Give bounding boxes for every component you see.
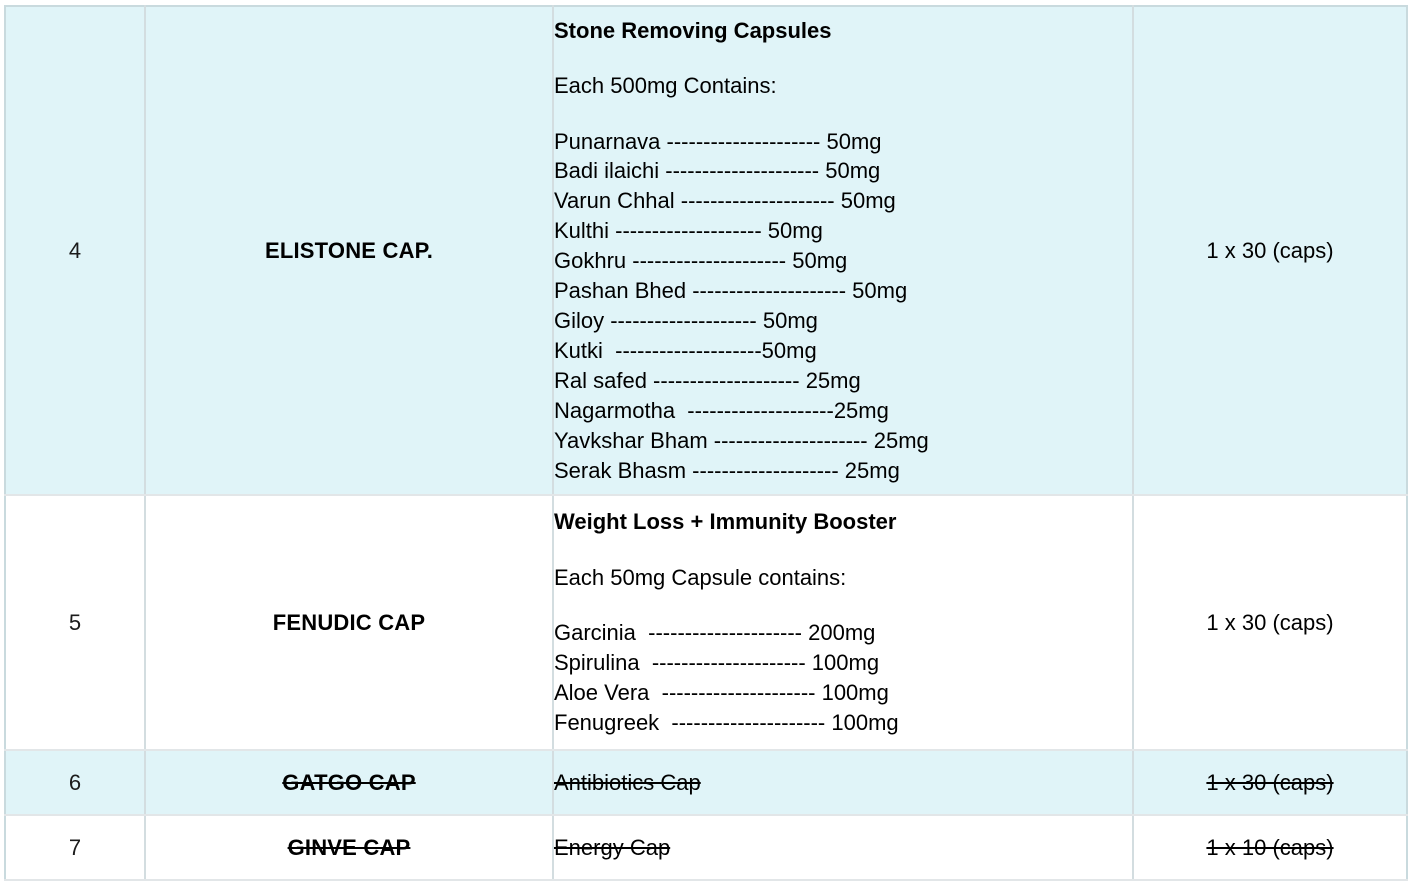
ingredient-line: Kutki --------------------50mg	[554, 337, 817, 363]
ingredient-line: Gokhru --------------------- 50mg	[554, 248, 848, 274]
row-product-name: ELISTONE CAP.	[145, 6, 554, 496]
table-body: 4 ELISTONE CAP. Stone Removing Capsules …	[5, 6, 1407, 881]
table-row: 6 GATGO CAP Antibiotics Cap 1 x 30 (caps…	[5, 750, 1407, 816]
row-packing: 1 x 30 (caps)	[1133, 6, 1407, 496]
ingredient-line: Spirulina --------------------- 100mg	[554, 650, 880, 676]
ingredient-line: Aloe Vera --------------------- 100mg	[554, 679, 889, 705]
composition-title: Energy Cap	[554, 834, 671, 860]
row-product-name: FENUDIC CAP	[145, 495, 554, 751]
row-composition: Stone Removing Capsules Each 500mg Conta…	[553, 6, 1134, 496]
ingredient-line: Giloy -------------------- 50mg	[554, 307, 818, 333]
row-packing: 1 x 30 (caps)	[1133, 495, 1407, 751]
composition-title: Weight Loss + Immunity Booster	[554, 509, 897, 535]
row-product-name: GATGO CAP	[145, 750, 554, 816]
row-serial-number: 4	[5, 6, 146, 496]
composition-ingredient-list: Punarnava --------------------- 50mg Bad…	[554, 127, 1132, 486]
row-packing: 1 x 10 (caps)	[1133, 815, 1407, 881]
row-composition: Weight Loss + Immunity Booster Each 50mg…	[553, 495, 1134, 751]
table-row: 5 FENUDIC CAP Weight Loss + Immunity Boo…	[5, 495, 1407, 751]
ingredient-line: Pashan Bhed --------------------- 50mg	[554, 278, 908, 304]
composition-title: Antibiotics Cap	[554, 769, 701, 795]
row-serial-number: 5	[5, 495, 146, 751]
ingredient-line: Punarnava --------------------- 50mg	[554, 128, 882, 154]
ingredient-line: Kulthi -------------------- 50mg	[554, 218, 823, 244]
row-product-name: GINVE CAP	[145, 815, 554, 881]
ingredient-line: Fenugreek --------------------- 100mg	[554, 709, 899, 735]
row-serial-number: 7	[5, 815, 146, 881]
composition-subtitle: Each 500mg Contains:	[554, 73, 777, 99]
ingredient-line: Nagarmotha --------------------25mg	[554, 397, 889, 423]
table-row: 7 GINVE CAP Energy Cap 1 x 10 (caps)	[5, 815, 1407, 881]
ingredient-line: Serak Bhasm -------------------- 25mg	[554, 457, 900, 483]
product-composition-table: 4 ELISTONE CAP. Stone Removing Capsules …	[4, 5, 1408, 881]
ingredient-line: Varun Chhal --------------------- 50mg	[554, 188, 896, 214]
ingredient-line: Badi ilaichi --------------------- 50mg	[554, 158, 881, 184]
composition-title: Stone Removing Capsules	[554, 17, 832, 43]
composition-subtitle: Each 50mg Capsule contains:	[554, 564, 847, 590]
row-serial-number: 6	[5, 750, 146, 816]
ingredient-line: Garcinia --------------------- 200mg	[554, 620, 876, 646]
table-row: 4 ELISTONE CAP. Stone Removing Capsules …	[5, 6, 1407, 496]
row-packing: 1 x 30 (caps)	[1133, 750, 1407, 816]
row-composition: Antibiotics Cap	[553, 750, 1134, 816]
ingredient-line: Yavkshar Bham --------------------- 25mg	[554, 427, 929, 453]
composition-ingredient-list: Garcinia --------------------- 200mg Spi…	[554, 618, 1132, 738]
ingredient-line: Ral safed -------------------- 25mg	[554, 367, 861, 393]
row-composition: Energy Cap	[553, 815, 1134, 881]
